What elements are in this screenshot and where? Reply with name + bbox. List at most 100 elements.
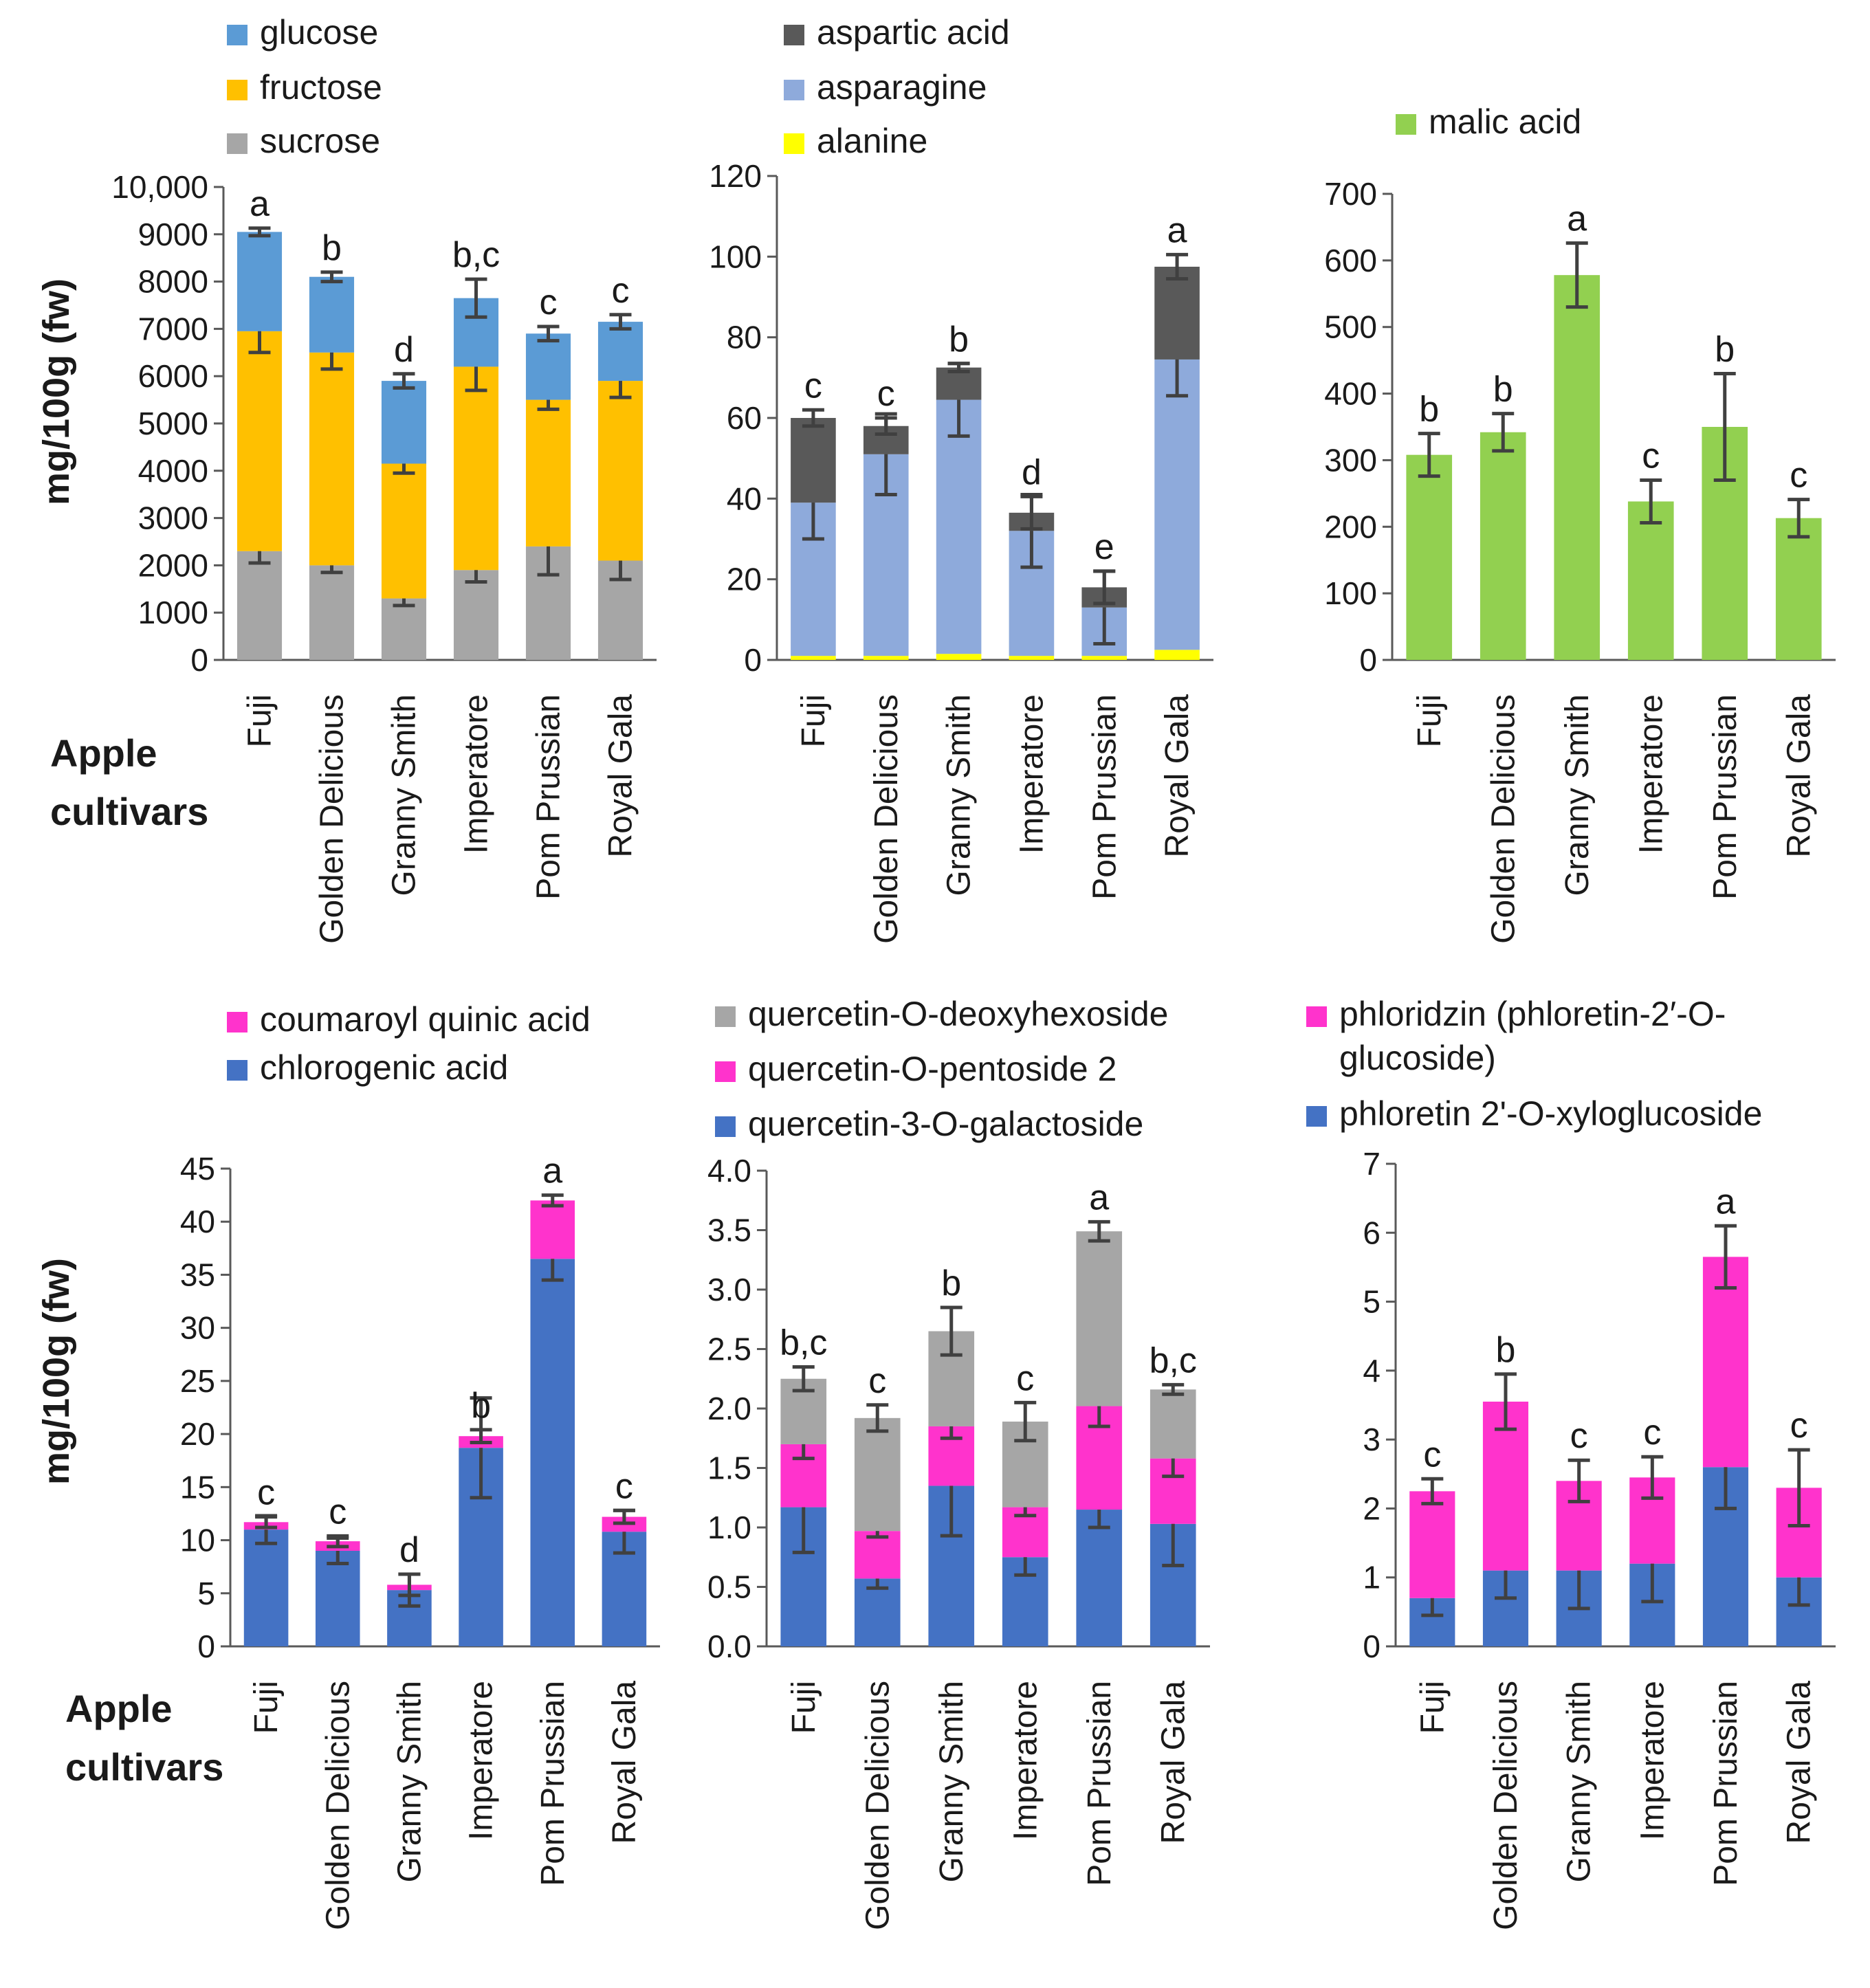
bar-alanine [1081, 656, 1128, 660]
category-label: Pom Prussian [1708, 1681, 1744, 1886]
y-tick-label: 40 [727, 481, 762, 516]
y-tick-label: 20 [180, 1416, 215, 1452]
bar-malic-acid [1480, 432, 1526, 660]
y-tick-label: 600 [1324, 243, 1377, 278]
error-bar [1715, 1224, 1737, 1290]
significance-letter: b [949, 320, 969, 360]
significance-letter: d [399, 1530, 419, 1570]
chart-quercetin-glycosides: 0.0 0.5 1.0 1.5 2.0 2.5 3.0 3.5 4.0 b,c c b c a b,c Fuj… [707, 995, 1210, 1930]
category-label: Imperatore [1633, 694, 1669, 854]
bar-asparagine [1154, 359, 1200, 650]
error-bar [866, 1403, 889, 1433]
legend-swatch [784, 80, 804, 100]
category-label: Fuji [242, 694, 278, 747]
y-tick-label: 10,000 [111, 169, 208, 205]
significance-letter: a [1167, 210, 1187, 250]
bar-glucose [597, 322, 644, 382]
error-bar [465, 277, 487, 319]
legend-swatch [784, 25, 804, 45]
legend-swatch [227, 1060, 248, 1081]
legend-label: coumaroyl quinic acid [260, 1000, 591, 1039]
error-bar [1788, 1448, 1810, 1527]
y-axis-label-bottom: mg/100g (fw) [36, 1258, 77, 1485]
legend-label: malic acid [1429, 102, 1581, 141]
bar-sucrose [309, 565, 355, 660]
error-bar [398, 1572, 421, 1598]
category-label: Golden Delicious [859, 1681, 896, 1930]
legend-label: alanine [817, 122, 927, 160]
bar-malic-acid [1406, 454, 1453, 660]
error-bar [1640, 478, 1662, 524]
y-tick-label: 2 [1363, 1490, 1380, 1526]
y-tick-label: 1 [1363, 1560, 1380, 1595]
legend-swatch [227, 25, 248, 45]
x-axis-note-top: Apple cultivars [50, 731, 208, 833]
bar-chlorogenic-acid [243, 1529, 289, 1646]
legend-label: quercetin-O-pentoside 2 [748, 1050, 1116, 1088]
y-tick-label: 2.0 [707, 1391, 751, 1426]
category-label: Granny Smith [1561, 1681, 1598, 1882]
category-label: Golden Delicious [314, 694, 351, 944]
y-tick-label: 0 [197, 1628, 215, 1664]
y-tick-label: 500 [1324, 309, 1377, 345]
category-label: Fuji [1414, 1681, 1451, 1734]
error-bar [947, 362, 970, 374]
error-bar [802, 408, 824, 428]
bar-fructose [525, 399, 571, 546]
error-bar [1492, 412, 1515, 453]
error-bar [874, 416, 897, 436]
y-tick-label: 0.5 [707, 1569, 751, 1605]
category-label: Pom Prussian [1086, 694, 1123, 900]
significance-letter: c [612, 271, 630, 311]
y-tick-label: 8000 [138, 264, 208, 300]
category-label: Pom Prussian [1707, 694, 1744, 900]
chart-amino-acids: 0 20 40 60 80 100 120 c c b d e a Fuji Golden Deliciou… [709, 13, 1213, 944]
significance-letter: b [471, 1386, 491, 1426]
significance-letter: a [250, 184, 270, 224]
bar-phloridzin-phloretin-2-o-glucoside- [1702, 1257, 1749, 1468]
bar-quercetin-3-o-galactoside [854, 1578, 901, 1646]
y-tick-label: 2.5 [707, 1332, 751, 1367]
significance-letter: c [1570, 1416, 1588, 1456]
y-tick-label: 1.5 [707, 1450, 751, 1486]
y-tick-label: 100 [709, 239, 762, 274]
significance-letter: a [1089, 1178, 1109, 1217]
error-bar [1162, 1382, 1185, 1396]
category-label: Golden Delicious [320, 1681, 356, 1930]
error-bar [1014, 1400, 1037, 1443]
legend-label: chlorogenic acid [260, 1048, 508, 1087]
category-label: Granny Smith [386, 694, 423, 896]
chart-hydroxycinnamic-acids: 0 5 10 15 20 25 30 35 40 45 c c d b a c Fuji Golden Delic… [180, 1000, 660, 1930]
significance-letter: b [322, 228, 342, 268]
significance-letter: b [941, 1263, 961, 1303]
category-label: Granny Smith [391, 1681, 428, 1882]
y-tick-label: 5 [1363, 1284, 1380, 1320]
legend-swatch [1306, 1106, 1327, 1127]
legend-swatch [1396, 114, 1416, 135]
significance-letter: d [394, 330, 414, 370]
bar-alanine [863, 656, 909, 660]
bar-alanine [1009, 656, 1055, 660]
bar-quercetin-o-deoxyhexoside [854, 1417, 901, 1532]
legend-swatch [1306, 1006, 1327, 1027]
significance-letter: c [540, 283, 558, 322]
x-axis-note-line-2: cultivars [50, 790, 208, 833]
category-label: Granny Smith [941, 694, 978, 896]
bar-quercetin-o-deoxyhexoside [1150, 1389, 1196, 1459]
error-bar [1418, 432, 1440, 478]
category-label: Pom Prussian [535, 1681, 571, 1886]
bar-phloridzin-phloretin-2-o-glucoside- [1409, 1491, 1455, 1598]
significance-letter: b [1419, 390, 1439, 430]
error-bar [537, 324, 560, 343]
bar-quercetin-o-deoxyhexoside [1076, 1231, 1123, 1406]
bar-sucrose [453, 570, 499, 660]
significance-letter: a [542, 1151, 562, 1191]
category-label: Royal Gala [603, 694, 639, 858]
error-bar [320, 270, 343, 284]
y-tick-label: 5 [197, 1576, 215, 1611]
category-label: Imperatore [1634, 1681, 1671, 1840]
category-label: Pom Prussian [1081, 1681, 1118, 1886]
y-tick-label: 35 [180, 1257, 215, 1292]
bar-glucose [309, 276, 355, 353]
significance-letter: c [1016, 1358, 1034, 1398]
